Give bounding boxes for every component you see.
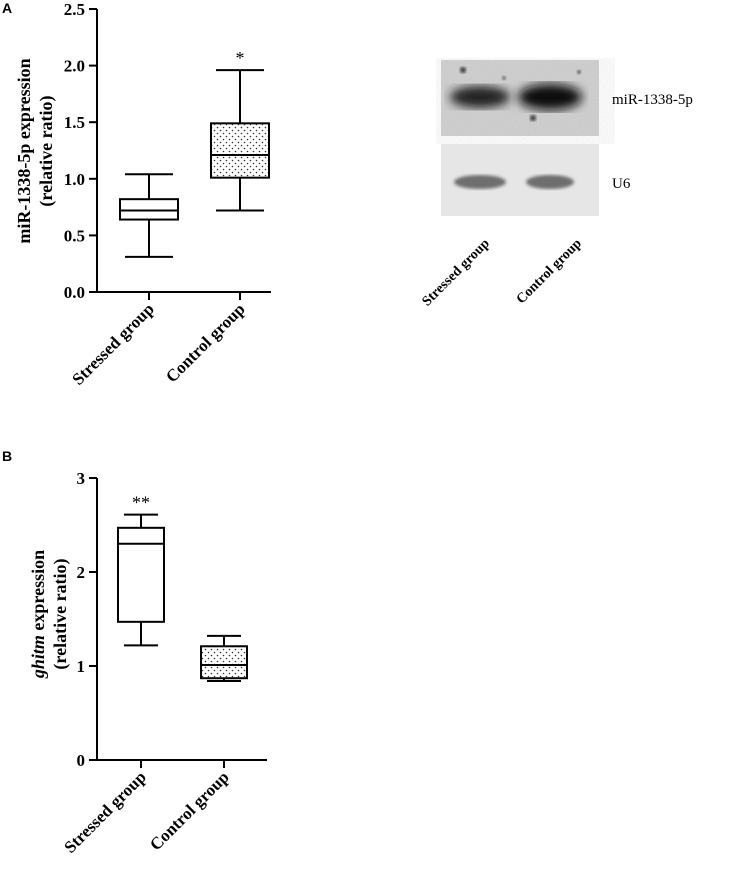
y-axis-label-rest: expression	[28, 550, 48, 635]
box-stressed	[117, 513, 165, 647]
significance-marker: **	[132, 493, 150, 513]
significance-marker: *	[236, 48, 245, 68]
y-tick-label: 0.0	[64, 283, 85, 302]
box-control	[210, 69, 270, 212]
y-tick-label: 3	[77, 469, 86, 488]
y-tick-label: 1	[77, 657, 86, 676]
box-iqr	[200, 645, 248, 680]
blot-label-u6: U6	[612, 176, 631, 192]
y-axis-label: miR-1338-5p expression	[14, 58, 34, 243]
y-tick-label: 1.0	[64, 170, 85, 189]
box-iqr	[119, 198, 179, 221]
blot-band-upper	[441, 60, 599, 136]
x-tick-label: Stressed group	[60, 767, 149, 856]
box-iqr	[210, 122, 270, 179]
box-stressed	[119, 173, 179, 258]
y-axis-label-line2: (relative ratio)	[50, 558, 71, 669]
y-axis-label-line2: (relative ratio)	[36, 95, 57, 206]
y-tick-label: 1.5	[64, 113, 85, 132]
blot-band-lower	[441, 144, 599, 216]
y-axis-label-italic: ghitm	[28, 635, 48, 679]
panel-letter-a: A	[2, 0, 13, 16]
y-tick-label: 0.5	[64, 226, 85, 245]
blot-label-mir: miR-1338-5p	[612, 92, 693, 108]
y-tick-label: 2.0	[64, 57, 85, 76]
x-tick-label: Control group	[146, 767, 233, 854]
northern-blot	[436, 58, 736, 358]
box-iqr	[117, 526, 165, 623]
y-tick-label: 2	[77, 563, 86, 582]
y-tick-label: 0	[77, 751, 86, 770]
y-axis-label: ghitm expression	[28, 550, 48, 679]
panel-letter-b: B	[2, 448, 13, 464]
box-control	[200, 634, 248, 683]
y-tick-label: 2.5	[64, 0, 85, 19]
